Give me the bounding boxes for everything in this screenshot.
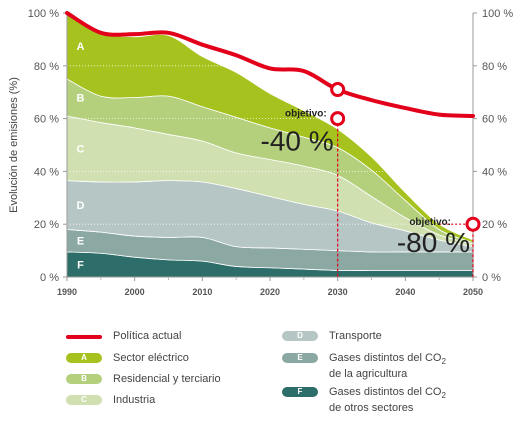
legend-label-line1: Gases distintos del CO — [329, 386, 442, 398]
legend-label-line1: Gases distintos del CO — [329, 352, 442, 364]
series-letter-D: D — [77, 200, 85, 212]
legend-swatch: B — [66, 374, 102, 384]
legend-item-politica-actual: Política actual — [66, 330, 181, 342]
legend-item-transporte: D Transporte — [282, 330, 382, 342]
y-tick-label-left: 60 % — [34, 114, 59, 126]
policy-line — [65, 11, 475, 118]
legend-label-subscript: 2 — [441, 357, 446, 367]
legend-swatch: D — [282, 331, 318, 341]
series-letter-E: E — [77, 236, 84, 248]
x-tick-label: 2040 — [395, 287, 415, 297]
y-tick-label-right: 60 % — [482, 114, 507, 126]
legend-item-otros-sectores: F Gases distintos del CO2 de otros secto… — [282, 386, 446, 414]
y-tick-label-left: 100 % — [28, 8, 59, 20]
x-tick-label: 2020 — [260, 287, 280, 297]
x-tick-label: 2000 — [125, 287, 145, 297]
legend-label: Residencial y terciario — [113, 373, 221, 385]
target-value: -40 % — [261, 126, 334, 157]
legend: Política actual A Sector eléctrico B Res… — [66, 326, 506, 426]
series-letter-C: C — [77, 143, 85, 155]
legend-label-line2: de la agricultura — [329, 368, 408, 381]
y-tick-label-right: 80 % — [482, 61, 507, 73]
y-tick-label-right: 20 % — [482, 219, 507, 231]
legend-swatch: E — [282, 353, 318, 363]
target-label: objetivo: — [285, 109, 327, 120]
series-letter-B: B — [77, 92, 85, 104]
series-letter-F: F — [77, 259, 84, 271]
legend-item-industria: C Industria — [66, 394, 155, 406]
series-letter-A: A — [77, 41, 85, 53]
legend-label-subscript: 2 — [441, 391, 446, 401]
legend-item-sector-electrico: A Sector eléctrico — [66, 352, 189, 364]
y-tick-label-right: 0 % — [482, 272, 501, 284]
legend-label: Gases distintos del CO2 de la agricultur… — [329, 352, 446, 380]
x-tick-label: 2050 — [463, 287, 483, 297]
legend-label: Política actual — [113, 330, 182, 342]
target-marker — [465, 216, 481, 232]
y-tick-label-left: 80 % — [34, 61, 59, 73]
target-value: -80 % — [397, 227, 470, 258]
x-tick-label: 1990 — [57, 287, 77, 297]
legend-swatch: A — [66, 353, 102, 363]
y-tick-label-left: 20 % — [34, 219, 59, 231]
y-tick-label-right: 40 % — [482, 166, 507, 178]
legend-item-residencial: B Residencial y terciario — [66, 373, 221, 385]
legend-swatch: F — [282, 387, 318, 397]
target-marker — [330, 111, 346, 127]
legend-swatch: C — [66, 395, 102, 405]
legend-label-line2: de otros sectores — [329, 402, 414, 415]
legend-item-agricultura: E Gases distintos del CO2 de la agricult… — [282, 352, 446, 380]
y-tick-label-left: 0 % — [40, 272, 59, 284]
legend-label: Sector eléctrico — [113, 352, 189, 364]
legend-label: Transporte — [329, 330, 382, 342]
legend-label: Industria — [113, 394, 156, 406]
y-axis-title: Evolución de emisiones (%) — [8, 77, 20, 213]
y-tick-label-left: 40 % — [34, 166, 59, 178]
y-tick-label-right: 100 % — [482, 8, 513, 20]
legend-line-swatch — [66, 335, 102, 339]
policy-marker — [330, 82, 346, 98]
target-label: objetivo: — [409, 217, 451, 228]
x-tick-label: 2010 — [192, 287, 212, 297]
legend-label: Gases distintos del CO2 de otros sectore… — [329, 386, 446, 414]
x-tick-label: 2030 — [328, 287, 348, 297]
emissions-chart: 0 % 0 % 20 % 20 % 40 % 40 % 60 % 60 % 80 % 80 % 10… — [8, 8, 513, 297]
